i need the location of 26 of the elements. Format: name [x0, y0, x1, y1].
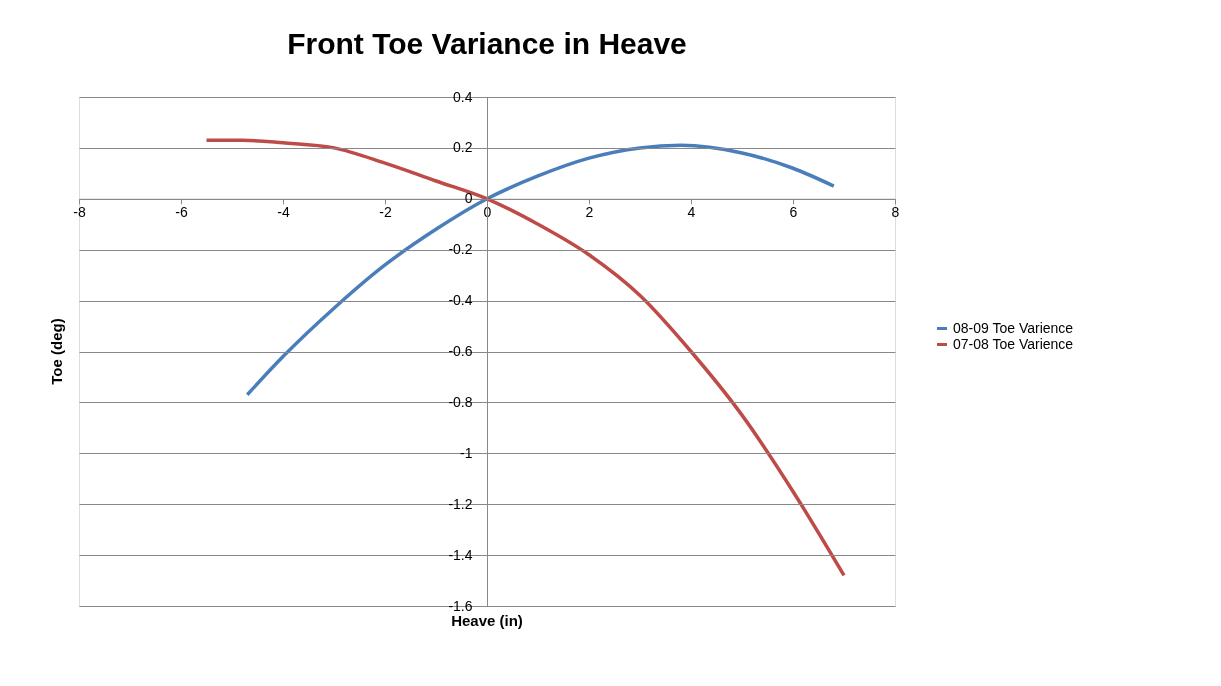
y-tick-label: 0.2 [453, 139, 473, 156]
legend-label: 07-08 Toe Varience [953, 335, 1074, 352]
x-tick-label: 8 [891, 204, 900, 221]
y-axis-title: Toe (deg) [48, 318, 65, 385]
x-tick-label: -8 [73, 204, 86, 221]
y-tick-label: -1.6 [448, 597, 473, 614]
x-tick-label: 6 [789, 204, 798, 221]
y-tick-label: -0.6 [448, 343, 473, 359]
x-tick-label: 2 [585, 204, 594, 221]
x-tick-label: -4 [277, 204, 290, 221]
x-tick-label: 4 [687, 204, 696, 221]
x-tick-label: -2 [379, 204, 392, 221]
y-tick-label: -0.4 [448, 292, 473, 309]
y-tick-label: -0.2 [448, 241, 473, 258]
legend-label: 08-09 Toe Varience [953, 319, 1074, 336]
x-axis-title: Heave (in) [451, 612, 523, 629]
line-series [204, 138, 846, 578]
y-tick-label: -1.4 [448, 546, 473, 563]
y-tick-label: -1 [460, 444, 473, 461]
y-tick-label: 0 [464, 190, 473, 207]
y-tick-label: 0.4 [453, 88, 473, 105]
chart-title: Front Toe Variance in Heave [287, 27, 687, 60]
x-tick-label: -6 [175, 204, 188, 221]
y-tick-label: -0.8 [448, 393, 473, 410]
y-tick-label: -1.2 [448, 495, 473, 512]
line-series [245, 143, 836, 397]
